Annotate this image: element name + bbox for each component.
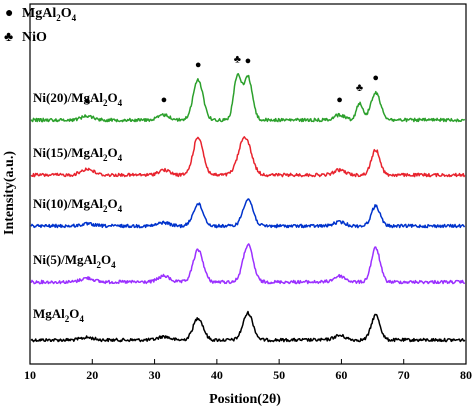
x-tick-label: 10 <box>24 368 36 382</box>
nio-marker: ♣ <box>234 54 241 66</box>
mgal2o4-marker: ● <box>336 94 343 106</box>
plot-border <box>29 3 467 365</box>
series-line <box>30 73 466 123</box>
x-axis-ticks: 10 20 30 40 50 60 70 80 <box>24 359 472 382</box>
x-tick-label: 70 <box>398 368 410 382</box>
x-tick-label: 40 <box>211 368 223 382</box>
legend: ● MgAl2O4 ♣ NiO <box>4 6 77 45</box>
peak-annotations: ● ● ● ♣ ● ● ♣ ● <box>84 54 379 107</box>
legend-symbol-mgal2o4: ● <box>5 6 13 21</box>
series-label: MgAl2O4 <box>33 306 84 324</box>
mgal2o4-marker: ● <box>245 55 252 67</box>
series-label: Ni(5)/MgAl2O4 <box>33 252 116 270</box>
x-axis-label: Position(2θ) <box>209 392 281 407</box>
series-line <box>30 310 466 343</box>
plot-frame <box>29 3 467 365</box>
legend-label-nio: NiO <box>22 30 47 45</box>
nio-marker: ♣ <box>356 82 363 94</box>
mgal2o4-marker: ● <box>161 94 168 106</box>
x-tick-label: 20 <box>86 368 98 382</box>
series-layer <box>30 73 466 343</box>
legend-symbol-nio: ♣ <box>4 30 13 45</box>
series-line <box>30 243 466 285</box>
y-axis-label: Intensity(a.u.) <box>2 151 17 235</box>
x-tick-label: 30 <box>149 368 161 382</box>
series-line <box>30 198 466 229</box>
mgal2o4-marker: ● <box>84 95 91 107</box>
x-tick-label: 80 <box>460 368 472 382</box>
series-label: Ni(15)/MgAl2O4 <box>33 145 123 163</box>
x-tick-label: 50 <box>273 368 285 382</box>
x-tick-label: 60 <box>335 368 347 382</box>
series-labels: MgAl2O4 Ni(5)/MgAl2O4 Ni(10)/MgAl2O4 Ni(15)… <box>33 90 123 324</box>
mgal2o4-marker: ● <box>195 59 202 71</box>
mgal2o4-marker: ● <box>372 72 379 84</box>
legend-label-mgal2o4: MgAl2O4 <box>22 6 77 23</box>
series-label: Ni(20)/MgAl2O4 <box>33 90 123 108</box>
series-line <box>30 136 466 178</box>
series-label: Ni(10)/MgAl2O4 <box>33 196 123 214</box>
